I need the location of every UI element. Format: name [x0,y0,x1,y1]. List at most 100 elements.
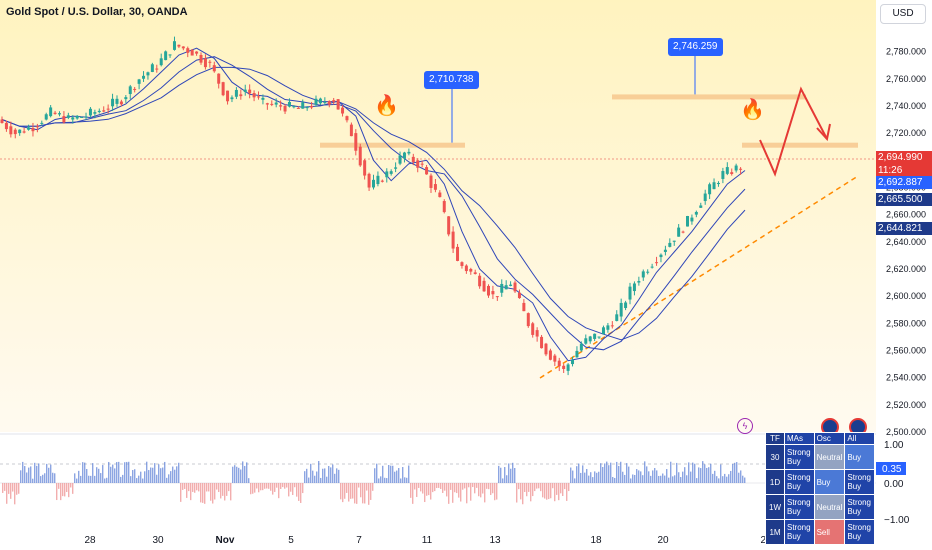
osc-bar-positive [44,473,46,483]
osc-bar-positive [644,461,646,483]
lightning-icon[interactable]: ϟ [737,418,753,434]
osc-bar-negative [220,483,222,499]
osc-bar-positive [710,463,712,483]
osc-bar-positive [732,463,734,483]
osc-bar-positive [320,477,322,483]
candle-body [283,105,287,112]
osc-bar-positive [654,468,656,483]
candle-body [243,89,247,93]
table-cell: Strong Buy [844,494,875,520]
currency-selector[interactable]: USD [880,4,926,24]
candle-body [571,359,575,365]
osc-bar-positive [392,465,394,483]
candle-body [442,201,446,213]
osc-bar-positive [604,463,606,483]
osc-bar-positive [102,465,104,483]
candle-body [57,113,61,115]
osc-bar-negative [414,483,416,490]
candle-body [257,96,261,98]
osc-bar-positive [322,468,324,483]
osc-bar-positive [640,471,642,483]
candle-body [102,110,106,112]
osc-bar-negative [560,483,562,494]
osc-bar-negative [2,483,4,493]
osc-bar-positive [136,478,138,483]
osc-tick-label: −1.00 [884,515,910,526]
osc-bar-positive [628,466,630,483]
osc-bar-negative [524,483,526,492]
ma-fast-tag: 2,692.887 [876,176,932,189]
osc-bar-negative [350,483,352,499]
osc-bar-positive [90,475,92,483]
table-header: TF [765,432,785,445]
osc-bar-negative [290,483,292,492]
candle-body [186,48,190,53]
candle-body [526,313,530,327]
candle-body [128,86,132,95]
ma-slow-tag: 2,644.821 [876,222,932,235]
osc-bar-positive [404,477,406,483]
candle-body [226,90,230,102]
osc-bar-positive [24,466,26,483]
candle-body [540,336,544,349]
osc-bar-positive [246,462,248,483]
osc-bar-positive [670,461,672,483]
time-tick-label: Nov [216,535,235,546]
osc-bar-positive [30,466,32,483]
osc-bar-negative [442,483,444,493]
osc-bar-positive [304,471,306,483]
level-high-label[interactable]: 2,746.259 [668,38,723,56]
candle-body [199,54,203,63]
osc-bar-positive [20,470,22,483]
osc-bar-negative [210,483,212,501]
candle-body [566,364,570,371]
table-tf: 1M [765,519,785,545]
osc-bar-positive [722,476,724,483]
osc-bar-negative [538,483,540,489]
osc-bar-negative [532,483,534,497]
osc-bar-positive [154,463,156,483]
time-tick-label: 13 [489,535,501,546]
osc-bar-negative [274,483,276,492]
osc-bar-positive [576,466,578,483]
osc-bar-positive [398,468,400,483]
candle-body [438,192,442,198]
osc-bar-negative [298,483,300,501]
osc-bar-positive [384,477,386,483]
osc-bar-positive [716,476,718,483]
candle-body [380,180,384,182]
candle-body [456,246,460,261]
candle-body [13,129,17,135]
osc-bar-positive [156,474,158,483]
osc-bar-positive [310,463,312,483]
osc-bar-negative [432,483,434,493]
level-low-label[interactable]: 2,710.738 [424,71,479,89]
osc-bar-negative [494,483,496,501]
time-tick-label: 5 [288,535,294,546]
osc-bar-positive [306,468,308,483]
osc-bar-negative [266,483,268,489]
osc-bar-positive [690,471,692,483]
osc-bar-negative [294,483,296,488]
osc-bar-positive [572,470,574,483]
osc-bar-positive [638,470,640,483]
price-tick-label: 2,660.000 [886,210,926,220]
osc-bar-positive [632,474,634,483]
osc-bar-negative [352,483,354,499]
osc-bar-positive [686,475,688,483]
candle-body [394,167,398,169]
osc-bar-positive [54,473,56,483]
osc-bar-positive [32,478,34,483]
osc-bar-negative [462,483,464,490]
osc-bar-positive [608,465,610,483]
osc-bar-positive [160,468,162,483]
candle-body [579,343,583,351]
candle-body [142,75,146,79]
osc-bar-positive [614,477,616,483]
osc-bar-negative [434,483,436,492]
osc-bar-negative [254,483,256,493]
candle-body [367,173,371,188]
candle-body [190,49,194,56]
osc-bar-negative [516,483,518,503]
candle-body [416,160,420,168]
